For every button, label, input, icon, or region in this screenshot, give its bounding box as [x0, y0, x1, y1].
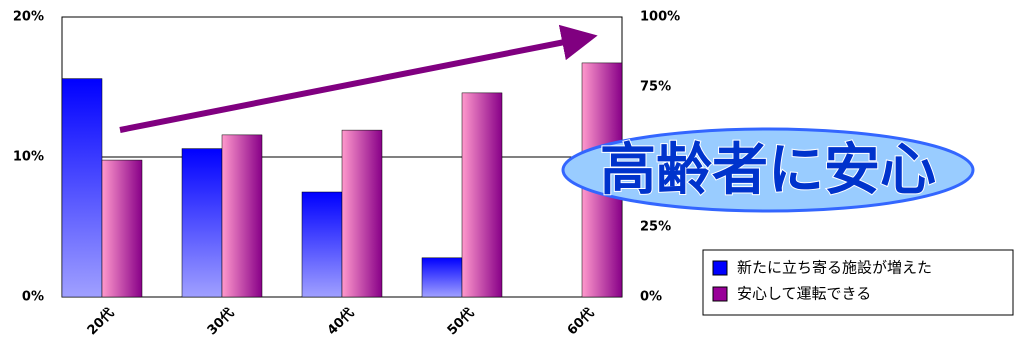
- y2-tick-label: 0%: [640, 290, 662, 305]
- bar: [181, 148, 223, 298]
- callout: [561, 127, 975, 213]
- legend-label: 安心して運転できる: [737, 285, 871, 303]
- bar: [341, 129, 383, 298]
- legend: [702, 249, 1014, 316]
- x-tick-label: 60代: [564, 305, 597, 338]
- x-tick-label: 50代: [444, 305, 477, 338]
- legend-swatch: [712, 286, 728, 302]
- y2-tick-label: 75%: [640, 80, 671, 95]
- y2-tick-label: 100%: [640, 10, 680, 25]
- bar: [221, 134, 263, 298]
- bar: [61, 78, 103, 298]
- x-tick-label: 30代: [204, 305, 237, 338]
- legend-label: 新たに立ち寄る施設が増えた: [737, 259, 932, 277]
- y-tick-label: 20%: [13, 10, 44, 25]
- y-tick-label: 0%: [22, 290, 44, 305]
- bar: [101, 159, 143, 298]
- bar: [421, 257, 463, 298]
- x-tick-label: 40代: [324, 305, 357, 338]
- bar: [461, 92, 503, 298]
- callout-text: 高齢者に安心: [600, 138, 936, 203]
- bar: [301, 191, 343, 298]
- y-tick-label: 10%: [13, 150, 44, 165]
- y2-tick-label: 25%: [640, 220, 671, 235]
- x-tick-label: 20代: [84, 305, 117, 338]
- trend-arrow: [119, 24, 598, 133]
- legend-swatch: [712, 260, 728, 276]
